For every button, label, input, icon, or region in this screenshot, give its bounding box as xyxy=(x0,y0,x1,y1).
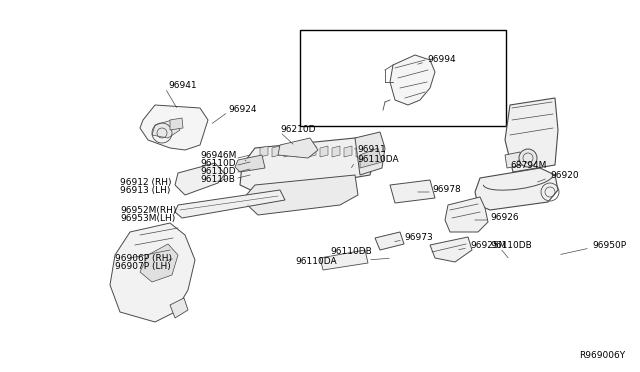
Polygon shape xyxy=(278,138,318,158)
Polygon shape xyxy=(242,175,358,215)
Polygon shape xyxy=(430,237,472,262)
Text: 96906P (RH): 96906P (RH) xyxy=(115,253,172,263)
Text: 96924: 96924 xyxy=(228,106,257,115)
Polygon shape xyxy=(140,244,178,282)
Text: 96110DB: 96110DB xyxy=(330,247,372,257)
Polygon shape xyxy=(375,232,404,250)
Text: 96994: 96994 xyxy=(427,55,456,64)
Text: 96941: 96941 xyxy=(168,81,196,90)
Polygon shape xyxy=(356,146,364,157)
Polygon shape xyxy=(355,132,385,175)
Text: 96911: 96911 xyxy=(357,144,386,154)
Polygon shape xyxy=(360,148,382,168)
Polygon shape xyxy=(308,146,316,157)
Text: 96953M(LH): 96953M(LH) xyxy=(120,214,175,222)
Polygon shape xyxy=(110,223,195,322)
Text: 96925M: 96925M xyxy=(470,241,506,250)
Text: 68794M: 68794M xyxy=(510,160,547,170)
Polygon shape xyxy=(296,146,304,157)
Polygon shape xyxy=(344,146,352,157)
Text: 96952M(RH): 96952M(RH) xyxy=(120,205,177,215)
Polygon shape xyxy=(170,118,183,130)
Text: 96907P (LH): 96907P (LH) xyxy=(115,262,171,270)
Text: 96920: 96920 xyxy=(550,170,579,180)
Text: 96110DA: 96110DA xyxy=(295,257,337,266)
Polygon shape xyxy=(175,190,285,218)
Circle shape xyxy=(519,149,537,167)
Polygon shape xyxy=(140,105,208,150)
Polygon shape xyxy=(505,98,558,172)
Polygon shape xyxy=(505,152,522,168)
Text: 96946M: 96946M xyxy=(200,151,236,160)
Polygon shape xyxy=(320,146,328,157)
Text: 96926: 96926 xyxy=(490,214,518,222)
Text: 96210D: 96210D xyxy=(280,125,316,135)
Polygon shape xyxy=(390,180,435,203)
Polygon shape xyxy=(320,250,368,270)
Polygon shape xyxy=(175,163,225,195)
Text: 96912 (RH): 96912 (RH) xyxy=(120,179,172,187)
Polygon shape xyxy=(240,138,375,192)
Polygon shape xyxy=(260,146,268,157)
Text: 96110B: 96110B xyxy=(200,174,235,183)
Bar xyxy=(300,30,506,126)
Text: 96978: 96978 xyxy=(432,186,461,195)
Polygon shape xyxy=(272,146,280,157)
Text: 96110DA: 96110DA xyxy=(357,154,399,164)
Text: 96110D: 96110D xyxy=(200,158,236,167)
Polygon shape xyxy=(445,197,488,232)
Polygon shape xyxy=(390,55,435,105)
Text: 96973: 96973 xyxy=(404,232,433,241)
Polygon shape xyxy=(170,298,188,318)
Polygon shape xyxy=(332,146,340,157)
Text: 96110DB: 96110DB xyxy=(490,241,532,250)
Text: R969006Y: R969006Y xyxy=(579,351,625,360)
Polygon shape xyxy=(475,168,558,210)
Polygon shape xyxy=(284,146,292,157)
Text: 96110D: 96110D xyxy=(200,167,236,176)
Polygon shape xyxy=(152,120,180,138)
Polygon shape xyxy=(235,155,265,172)
Text: 96913 (LH): 96913 (LH) xyxy=(120,186,170,196)
Text: 96950P: 96950P xyxy=(592,241,626,250)
